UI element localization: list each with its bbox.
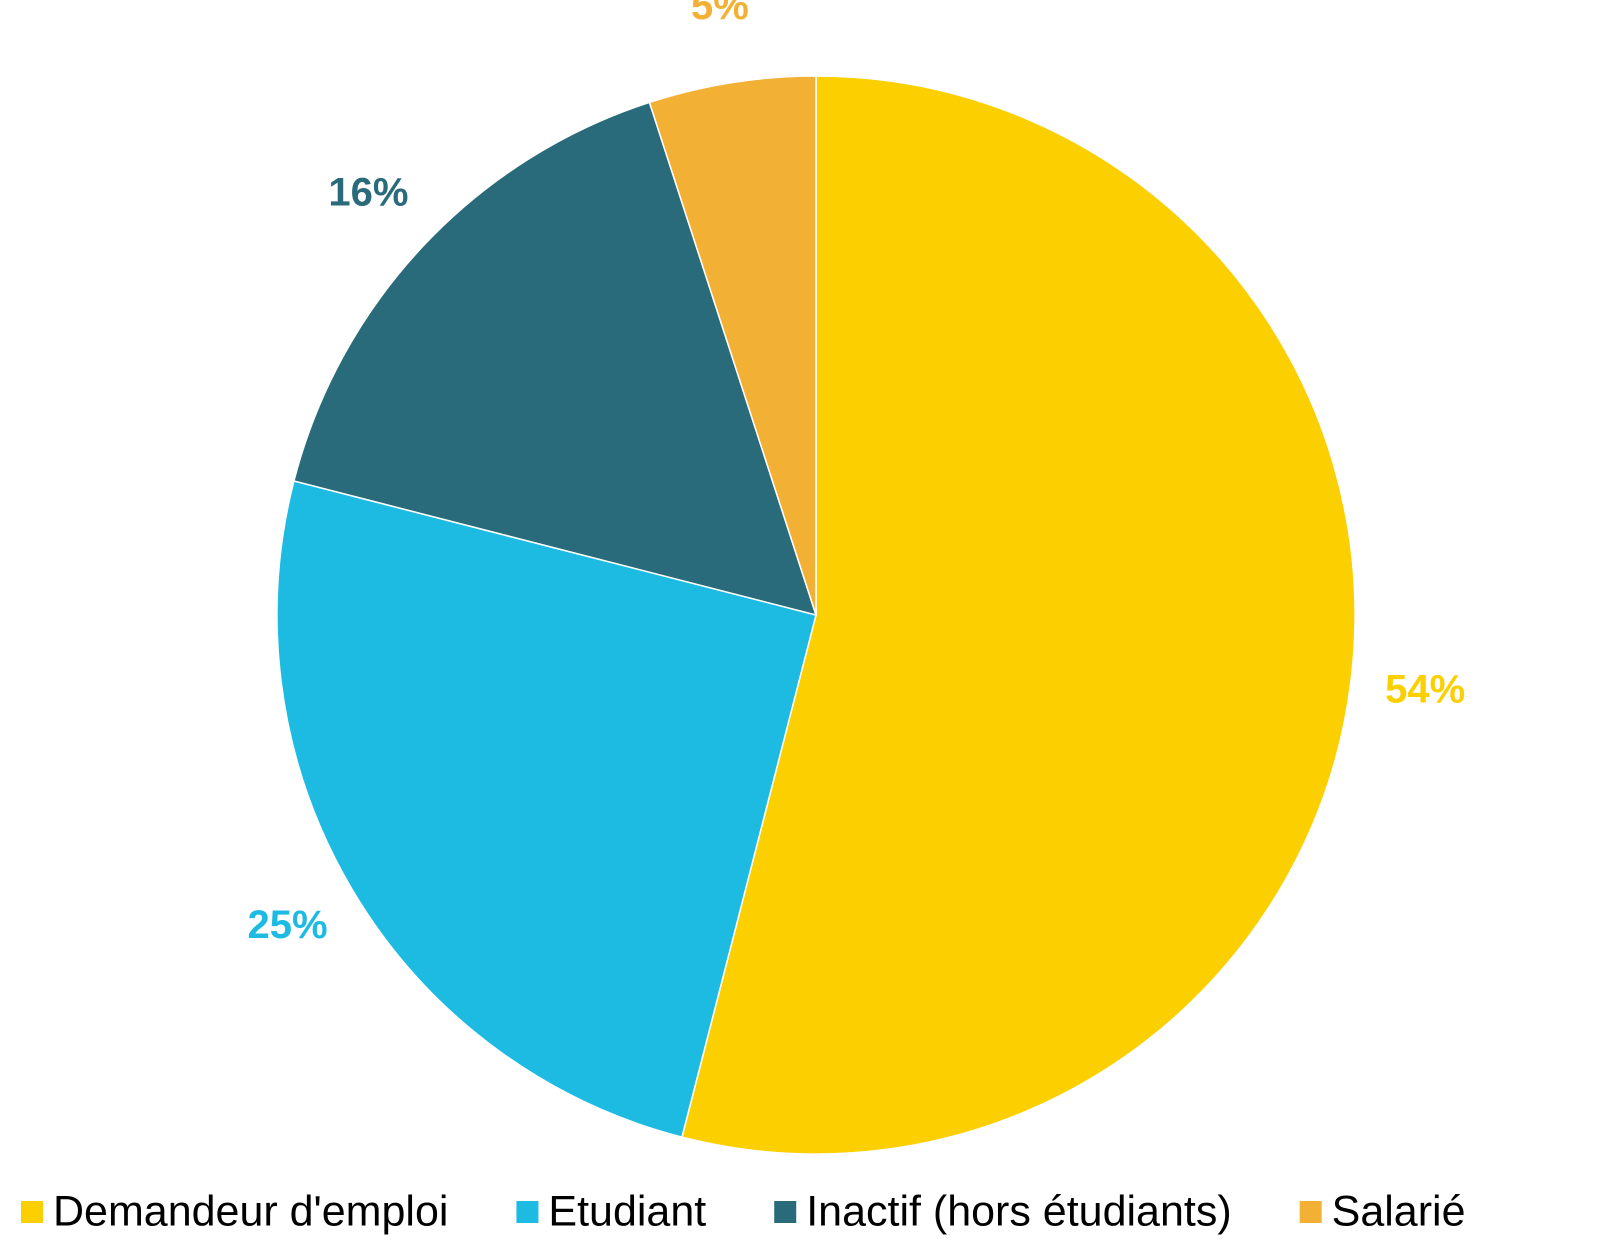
legend-label: Etudiant [548,1187,706,1235]
legend-swatch [774,1201,797,1223]
data-label: 5% [691,0,749,28]
pie-slice [293,101,818,617]
data-label: 25% [247,903,327,947]
legend-label: Demandeur d'emploi [53,1187,448,1235]
pie-slice [276,480,817,1138]
legend-swatch [1299,1201,1322,1223]
legend-label: Salarié [1332,1187,1466,1235]
legend-swatch [21,1201,43,1223]
data-label: 16% [328,170,408,214]
legend-label: Inactif (hors étudiants) [806,1187,1231,1235]
pie-slice [681,75,1356,1155]
data-label: 54% [1385,668,1465,712]
legend-swatch [516,1201,539,1223]
pie-slice [648,75,817,616]
